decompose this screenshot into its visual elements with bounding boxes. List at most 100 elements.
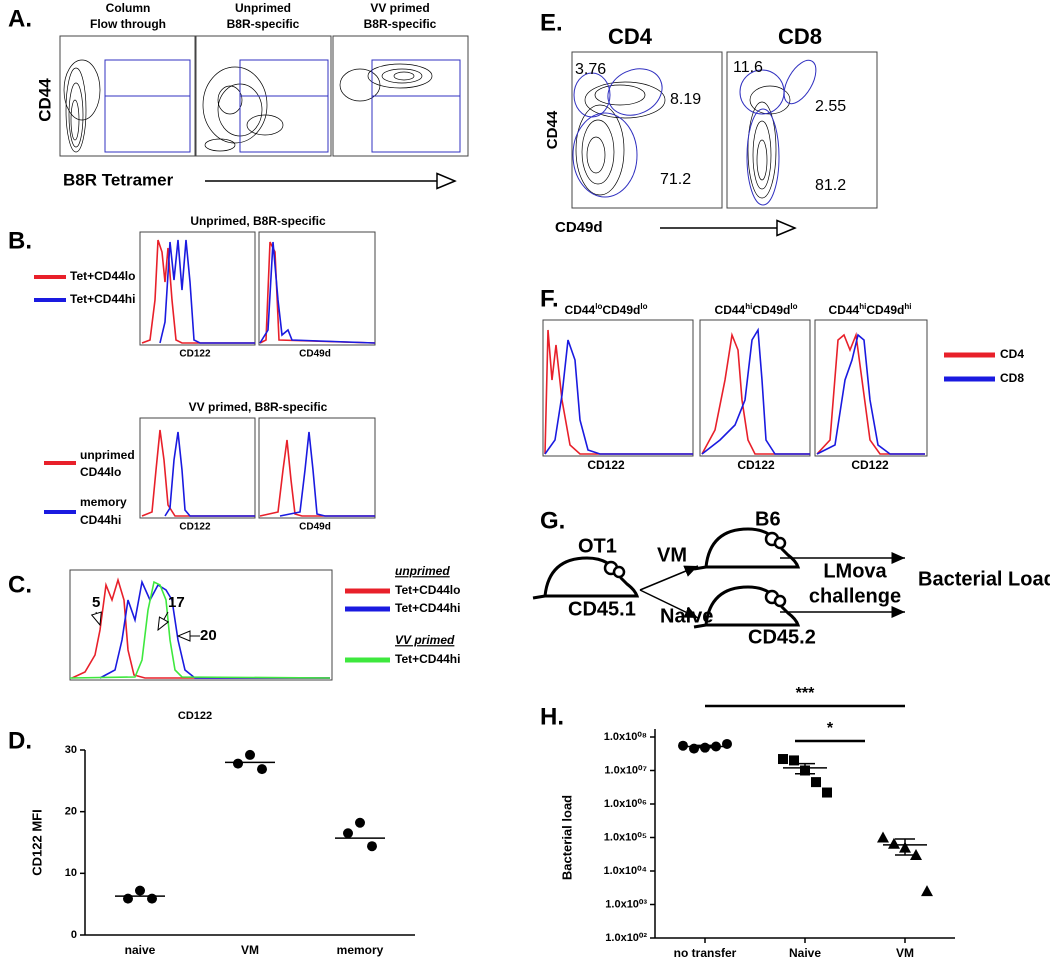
histogram <box>279 431 375 517</box>
plot-frame <box>69 569 333 681</box>
header: Column <box>106 1 151 15</box>
error-bar <box>795 762 815 775</box>
x-tick-label: VM <box>896 946 914 960</box>
title-part: hi <box>745 302 752 311</box>
legend-title: unprimed <box>395 564 450 578</box>
y-label: CD44 <box>35 78 54 122</box>
x-tick-label: Naive <box>789 946 821 960</box>
plot-frame <box>59 35 196 157</box>
histogram <box>816 331 925 455</box>
y-tick-label: 20 <box>65 806 77 818</box>
branch: VM <box>657 544 687 566</box>
annotation: 5 <box>92 594 100 611</box>
panel-label: E. <box>540 9 563 36</box>
gate <box>572 112 638 198</box>
legend-label: Tet+CD44lo <box>70 269 135 283</box>
point <box>257 764 267 775</box>
panel-label: F. <box>540 285 559 312</box>
plot-frame <box>195 35 332 157</box>
histogram <box>164 431 255 517</box>
point <box>355 817 365 828</box>
panel-label: D. <box>8 727 32 754</box>
y-label: CD44 <box>544 110 561 149</box>
plot-title: VV primed, B8R-specific <box>189 400 328 414</box>
plot-frame <box>571 51 723 209</box>
plot-title: CD4 <box>608 24 653 49</box>
title-part: lo <box>595 302 602 311</box>
annotation-arrow <box>158 611 168 630</box>
arrow <box>639 589 699 619</box>
header: VV primed <box>370 1 429 15</box>
histogram <box>544 329 693 455</box>
histogram <box>141 239 255 344</box>
significance-label: * <box>827 720 834 737</box>
gate-value: 11.6 <box>733 59 763 76</box>
y-tick-label: 1.0x10⁰⁵ <box>604 831 647 843</box>
plot-title: CD44hiCD49dlo <box>715 302 798 318</box>
point <box>135 885 145 896</box>
point <box>123 893 133 904</box>
legend-label: CD4 <box>1000 347 1024 361</box>
y-tick-label: 10 <box>65 867 77 879</box>
gate <box>746 108 780 206</box>
plot-title: Unprimed, B8R-specific <box>190 214 326 228</box>
title-part: CD44 <box>829 303 860 317</box>
panel-label: B. <box>8 227 32 254</box>
histogram <box>99 579 330 679</box>
histogram <box>544 339 693 455</box>
title-part: CD49d <box>866 303 904 317</box>
title-part: lo <box>790 302 797 311</box>
x-label: CD122 <box>179 522 211 533</box>
histogram <box>159 239 255 344</box>
gate <box>104 59 191 153</box>
gate-value: 81.2 <box>815 177 846 194</box>
title-part: CD49d <box>752 303 790 317</box>
branch: Naive <box>660 605 713 627</box>
point <box>877 831 889 843</box>
gate-value: 2.55 <box>815 98 846 115</box>
donor: OT1 <box>578 535 617 557</box>
point <box>811 777 821 788</box>
y-tick-label: 0 <box>71 929 77 941</box>
plot-title: CD44hiCD49dhi <box>829 302 912 318</box>
histogram <box>259 241 376 344</box>
challenge: challenge <box>809 585 901 607</box>
legend-label: memory <box>80 495 127 509</box>
panel-g: G. OT1 CD45.1 VM Naive B6 CD45.2 LMova c… <box>531 507 1050 648</box>
arrow <box>639 565 699 591</box>
host-strain: B6 <box>755 508 781 530</box>
host-marker: CD45.2 <box>748 626 816 648</box>
x-tick-label: no transfer <box>674 946 737 960</box>
mouse-icon <box>692 527 800 571</box>
x-label: CD49d <box>555 219 603 236</box>
error-bar <box>895 838 915 856</box>
point <box>245 749 255 760</box>
y-label: CD122 MFI <box>29 809 44 875</box>
legend-label: Tet+CD44hi <box>395 652 460 666</box>
legend-label: CD44lo <box>80 465 121 479</box>
gate-value: 8.19 <box>670 91 701 108</box>
plot-frame <box>699 319 811 457</box>
x-tick-label: memory <box>337 943 384 957</box>
panel-label: A. <box>8 5 32 32</box>
point <box>888 837 900 849</box>
y-tick-label: 1.0x10⁰³ <box>605 898 647 910</box>
x-label: CD122 <box>587 458 625 472</box>
readout: Bacterial Load <box>918 568 1050 590</box>
x-label: CD122 <box>851 458 889 472</box>
x-label: B8R Tetramer <box>63 170 174 189</box>
challenge: LMova <box>823 560 887 582</box>
title-part: hi <box>859 302 866 311</box>
title-part: hi <box>904 302 911 311</box>
annotation: 17 <box>168 594 185 611</box>
legend-label: Tet+CD44lo <box>395 583 460 597</box>
plot-frame <box>542 319 694 457</box>
histogram <box>69 580 331 679</box>
point <box>822 787 832 798</box>
title-part: CD44 <box>715 303 746 317</box>
y-tick-label: 1.0x10⁰⁶ <box>604 798 647 810</box>
gate-value: 71.2 <box>660 171 691 188</box>
legend-label: Tet+CD44hi <box>70 292 135 306</box>
plot-frame <box>726 51 878 209</box>
title-part: CD49d <box>602 303 640 317</box>
